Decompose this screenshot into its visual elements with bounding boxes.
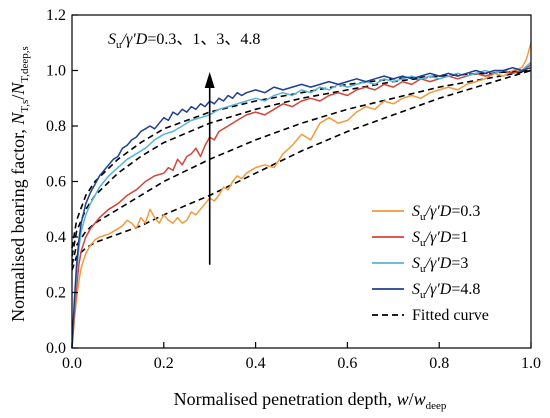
data-series	[71, 42, 532, 349]
annotation-label: Su/γ′D=0.3、1、3、4.8	[108, 31, 260, 51]
y-tick-label: 1.2	[46, 7, 66, 24]
x-tick-label: 0.0	[62, 355, 82, 372]
y-tick-label: 0.0	[46, 340, 66, 357]
series-line-0.3	[71, 42, 532, 349]
annotation-arrow-head	[204, 72, 215, 89]
series-line-3	[71, 61, 532, 349]
legend-label: Su/γ′D=3	[412, 255, 468, 275]
x-axis-label: Normalised penetration depth, w/wdeep	[174, 389, 447, 412]
y-tick-label: 0.6	[46, 174, 66, 191]
fitted-curve-line	[71, 69, 532, 249]
x-tick-label: 1.0	[521, 355, 541, 372]
y-tick-label: 0.8	[46, 118, 66, 135]
y-tick-label: 0.2	[46, 285, 66, 302]
legend-label: Su/γ′D=4.8	[412, 281, 480, 301]
plot-area	[72, 15, 531, 348]
x-tick-label: 0.6	[337, 355, 357, 372]
legend-label: Su/γ′D=0.3	[412, 203, 480, 223]
x-tick-label: 0.8	[429, 355, 449, 372]
y-tick-label: 0.4	[46, 229, 66, 246]
legend-label: Su/γ′D=1	[412, 229, 468, 249]
y-tick-label: 1.0	[46, 63, 66, 80]
x-tick-label: 0.2	[154, 355, 174, 372]
legend: Su/γ′D=0.3 Su/γ′D=1 Su/γ′D=3 Su/γ′D=4.8 Fitt…	[372, 203, 489, 324]
series-line-1	[71, 64, 532, 349]
x-tick-label: 0.4	[246, 355, 266, 372]
plot-background	[72, 15, 531, 348]
y-axis-label: Normalised bearing factor, NT,s/NT,deep,…	[8, 46, 31, 322]
series-line-4.8	[71, 66, 532, 349]
axes: 0.0 0.2 0.4 0.6 0.8 1.0 0.0 0.2 0.4 0.6 0.8 1.0 1.2	[46, 7, 541, 372]
legend-label: Fitted curve	[412, 307, 489, 324]
